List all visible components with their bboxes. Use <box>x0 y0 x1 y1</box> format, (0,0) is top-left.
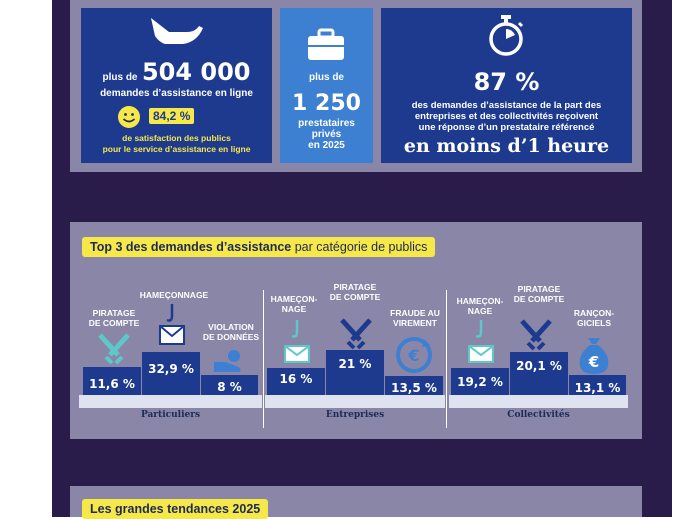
step-piratage-ent <box>326 350 384 395</box>
providers-label-1: prestataires <box>298 118 355 129</box>
phishing-envelope-icon <box>468 320 494 363</box>
group-name-entreprises: Entreprises <box>325 410 385 420</box>
satisfaction-value: 84,2 % <box>149 108 195 124</box>
requests-prefix: plus de <box>102 72 138 83</box>
data-hand-icon <box>214 350 241 372</box>
response-value: 87 % <box>473 68 540 96</box>
value-rancongiciels-col: 13,1 % <box>574 381 621 395</box>
step-violation <box>201 375 258 395</box>
step-hameconnage-ent <box>267 368 325 395</box>
requests-label: demandes d’assistance en ligne <box>100 88 253 99</box>
providers-value: 1 250 <box>292 91 361 116</box>
transfer-euro-icon: € <box>396 337 432 373</box>
response-label-1: des demandes d’assistance de la part des <box>411 100 602 111</box>
label-violation: VIOLATION DE DONNÉES <box>202 322 260 342</box>
base-collectivites <box>449 395 628 408</box>
step-piratage-col <box>510 352 568 395</box>
hand-icon <box>151 18 203 44</box>
swords-icon <box>98 333 130 365</box>
swords-icon <box>520 319 552 351</box>
svg-text:€: € <box>407 346 419 365</box>
requests-line: plus de 504 000 <box>81 58 272 86</box>
step-hameconnage-col <box>451 368 509 395</box>
top3-title-rest: par catégorie de publics <box>291 240 428 254</box>
label-hameconnage-col: HAMEÇON- NAGE <box>456 296 504 316</box>
value-hameconnage-ent: 16 % <box>279 372 313 386</box>
step-piratage <box>83 367 141 395</box>
value-hameconnage: 32,9 % <box>148 362 194 376</box>
step-rancongiciels-col <box>569 375 626 395</box>
label-hameconnage: HAMEÇONNAGE <box>139 290 209 300</box>
value-fraude-ent: 13,5 % <box>391 381 437 395</box>
satisfaction-label-2: pour le service d’assistance en ligne <box>102 144 251 154</box>
providers-label-2: privés <box>311 129 342 140</box>
ransom-bag-icon: € <box>579 338 609 374</box>
label-piratage: PIRATAGE DE COMPTE <box>88 308 140 328</box>
value-piratage: 11,6 % <box>89 377 135 391</box>
label-piratage-ent: PIRATAGE DE COMPTE <box>329 282 381 302</box>
phishing-envelope-icon <box>159 304 185 345</box>
providers-label-3: en 2025 <box>308 140 345 151</box>
requests-value: 504 000 <box>141 58 251 86</box>
value-piratage-ent: 21 % <box>338 357 372 371</box>
value-hameconnage-col: 19,2 % <box>457 375 503 389</box>
satisfaction-badge: 84,2 % <box>149 107 195 125</box>
label-rancongiciels-col: RANÇON- GICIELS <box>573 308 615 328</box>
top3-title-bold: Top 3 des demandes d’assistance <box>90 240 292 254</box>
divider-2 <box>446 290 447 428</box>
value-violation: 8 % <box>217 380 242 394</box>
stopwatch-icon <box>489 15 524 56</box>
response-label-3: une réponse d’un prestataire référencé <box>418 122 595 133</box>
base-entreprises <box>265 395 445 408</box>
label-fraude-ent: FRAUDE AU VIREMENT <box>390 308 440 328</box>
trends-title: Les grandes tendances 2025 <box>82 499 269 519</box>
base-particuliers <box>79 395 262 408</box>
smiley-icon <box>118 106 140 128</box>
response-highlight: en moins d’1 heure <box>403 135 610 157</box>
svg-text:€: € <box>588 353 599 371</box>
briefcase-icon <box>308 28 344 60</box>
satisfaction-label-1: de satisfaction des publics <box>122 133 231 143</box>
providers-prefix: plus de <box>308 72 344 83</box>
step-hameconnage <box>142 352 200 395</box>
value-piratage-col: 20,1 % <box>516 359 562 373</box>
label-piratage-col: PIRATAGE DE COMPTE <box>513 284 565 304</box>
group-name-particuliers: Particuliers <box>140 410 201 420</box>
phishing-envelope-icon <box>284 320 310 363</box>
top3-title: Top 3 des demandes d’assistance par caté… <box>82 237 436 257</box>
group-name-collectivites: Collectivités <box>507 410 570 420</box>
swords-icon <box>340 318 372 350</box>
response-stat-box: 87 % des demandes d’assistance de la par… <box>381 8 632 163</box>
providers-stat-box: plus de 1 250 prestataires privés en 202… <box>280 8 373 163</box>
label-hameconnage-ent: HAMEÇON- NAGE <box>270 294 318 314</box>
response-label-2: entreprises et des collectivités reçoive… <box>414 111 599 122</box>
requests-stat-box: plus de 504 000 demandes d’assistance en… <box>81 8 272 163</box>
divider-1 <box>263 290 264 428</box>
step-fraude-ent <box>385 376 443 395</box>
